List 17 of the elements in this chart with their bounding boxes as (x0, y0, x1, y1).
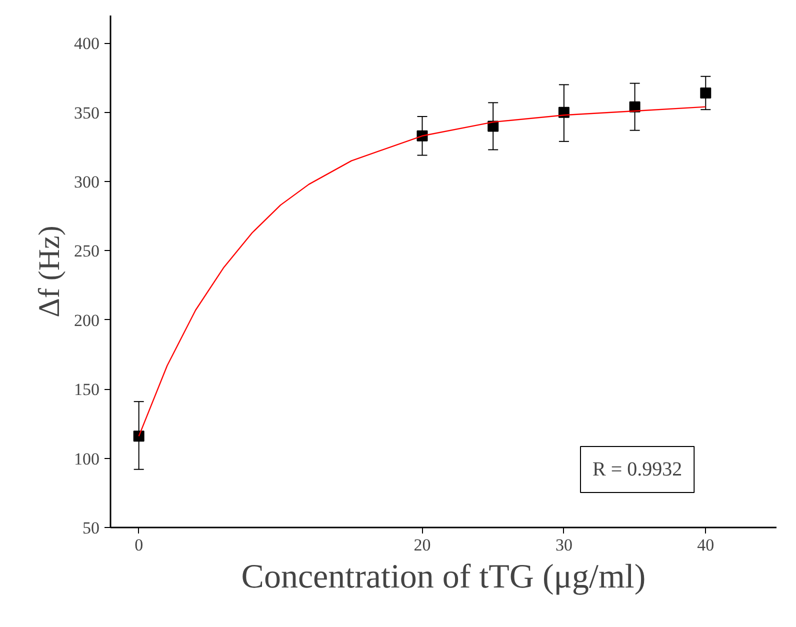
y-tick-label: 100 (74, 449, 100, 468)
y-tick-label: 400 (74, 34, 100, 54)
y-axis-title: Δf (Hz) (33, 226, 66, 318)
y-tick-label: 200 (74, 310, 100, 330)
y-tick-label: 150 (74, 380, 100, 400)
y-tick-label: 50 (82, 518, 100, 538)
x-tick-label: 0 (134, 536, 144, 554)
point (700, 87, 712, 98)
x-tick-label: 30 (555, 536, 572, 554)
y-tick-label: 250 (74, 242, 100, 261)
annotation: R = 0.9932 (592, 458, 682, 480)
y-tick-label: 350 (74, 103, 100, 122)
x-axis-title: Concentration of tTG (μg/ml) (241, 558, 646, 596)
x-tick-label: 40 (697, 536, 714, 554)
point (133, 430, 144, 442)
x-tick-label: 20 (414, 536, 431, 554)
y-tick-label: 300 (74, 172, 100, 192)
